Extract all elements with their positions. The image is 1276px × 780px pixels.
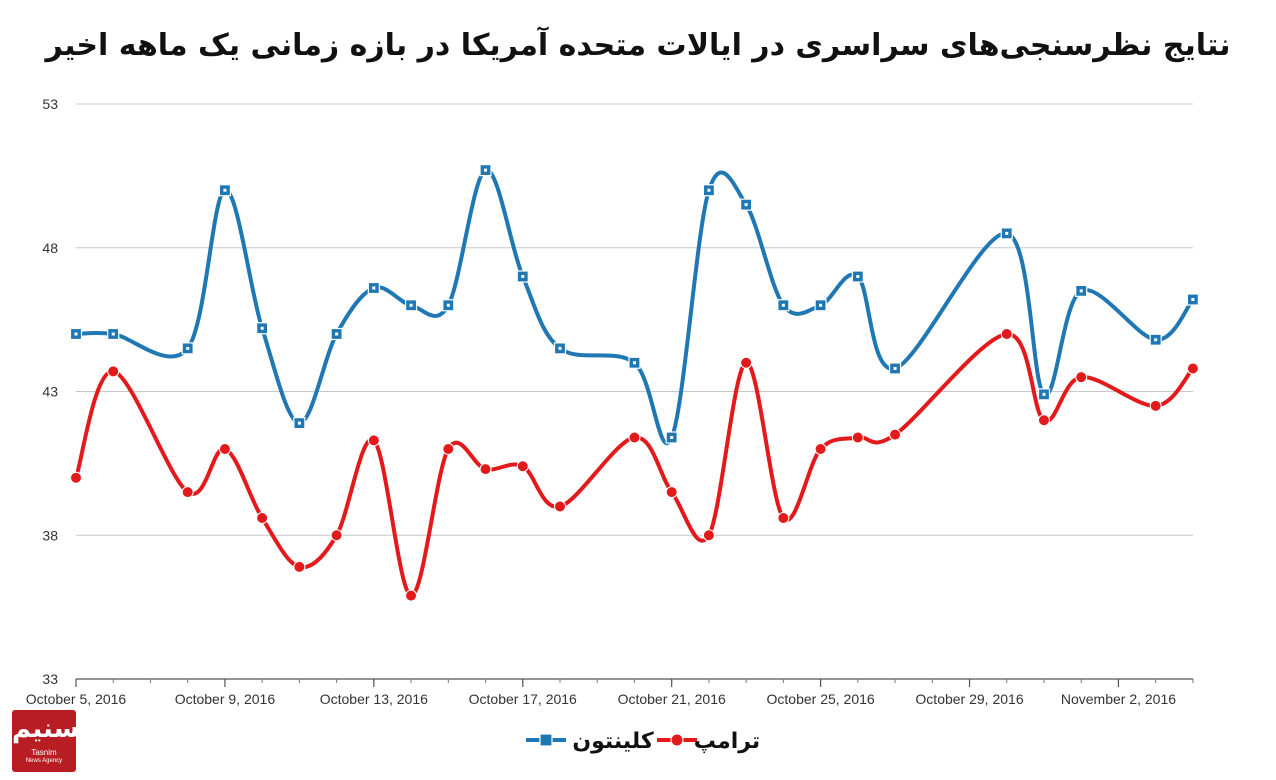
data-point-circle	[367, 434, 380, 447]
data-point-circle	[814, 443, 827, 455]
y-tick-label: 33	[42, 671, 58, 687]
data-point-center	[819, 303, 823, 307]
y-tick-label: 48	[42, 240, 58, 256]
logo-main-text: تسنیم	[12, 714, 76, 744]
logo-sub-text-2: News Agency	[25, 758, 63, 764]
data-point-circle	[181, 486, 194, 499]
data-point-center	[186, 346, 190, 350]
data-point-center	[781, 303, 785, 307]
series-line	[74, 168, 1195, 446]
x-tick-label: October 5, 2016	[26, 691, 127, 707]
data-point-circle	[553, 500, 566, 513]
data-point-center	[1079, 289, 1083, 293]
legend-label-trump: ترامپ	[694, 729, 760, 754]
x-tick-label: October 29, 2016	[915, 691, 1023, 707]
data-point-center	[223, 188, 227, 192]
data-point-circle	[1037, 414, 1050, 427]
data-point-center	[707, 188, 711, 192]
data-point-circle	[218, 443, 231, 455]
legend-label-clinton: کلینتون	[572, 729, 653, 754]
data-point-center	[558, 346, 562, 350]
data-point-center	[260, 326, 264, 330]
legend-swatch-marker	[670, 733, 684, 747]
data-point-circle	[107, 365, 120, 378]
data-point-circle	[330, 529, 343, 542]
data-point-center	[335, 332, 339, 336]
data-point-circle	[665, 486, 678, 499]
data-point-center	[1042, 392, 1046, 396]
tasnim-logo: تسنیم Tasnim News Agency	[12, 710, 76, 772]
data-point-circle	[1186, 362, 1199, 375]
x-tick-label: October 13, 2016	[320, 691, 428, 707]
data-point-circle	[1075, 371, 1088, 384]
data-point-center	[1005, 231, 1009, 235]
series-layer	[69, 164, 1200, 602]
data-point-circle	[740, 356, 753, 369]
data-point-circle	[293, 560, 306, 573]
data-point-center	[446, 303, 450, 307]
y-tick-label: 38	[42, 527, 58, 543]
series-1	[70, 328, 1199, 602]
legend-layer: کلینتون ترامپ	[526, 729, 760, 754]
data-point-circle	[777, 512, 790, 524]
data-point-center	[632, 361, 636, 365]
x-tick-label: October 9, 2016	[175, 691, 276, 707]
y-tick-label: 43	[42, 384, 58, 400]
data-point-circle	[1149, 399, 1162, 412]
data-point-center	[670, 436, 674, 439]
x-tick-label: October 25, 2016	[767, 691, 875, 707]
data-point-center	[409, 303, 413, 307]
logo-sub-text: Tasnim	[31, 748, 57, 757]
data-point-center	[111, 332, 115, 336]
chart-title: نتایج نظرسنجی‌های سراسری در ایالات متحده…	[45, 28, 1231, 63]
x-tick-label: October 17, 2016	[469, 691, 577, 707]
series-0	[69, 164, 1200, 446]
data-point-center	[1154, 338, 1158, 342]
data-point-circle	[405, 589, 418, 602]
series-line	[74, 332, 1195, 598]
grid-layer	[76, 103, 1193, 536]
x-tick-label: November 2, 2016	[1061, 691, 1176, 707]
data-point-center	[744, 203, 748, 207]
axis-layer: 33 38 43 48 53 October 5, 2016 October 9, 2016…	[26, 96, 1194, 707]
data-point-circle	[516, 460, 529, 473]
data-point-circle	[1000, 328, 1013, 340]
data-point-center	[521, 275, 525, 278]
data-point-circle	[889, 428, 902, 441]
data-point-circle	[70, 471, 82, 484]
data-point-center	[856, 275, 860, 278]
data-point-circle	[479, 463, 492, 476]
data-point-circle	[851, 431, 864, 444]
y-tick-label: 53	[42, 96, 58, 112]
data-point-center	[372, 286, 376, 290]
data-point-center	[893, 367, 897, 370]
data-point-center	[74, 332, 78, 336]
data-point-center	[297, 421, 301, 425]
data-point-circle	[702, 529, 715, 542]
data-point-circle	[256, 512, 269, 524]
data-point-circle	[442, 443, 455, 455]
legend-swatch-marker	[539, 733, 553, 747]
data-point-center	[1191, 298, 1195, 301]
x-tick-label: October 21, 2016	[618, 691, 726, 707]
data-point-center	[484, 168, 488, 172]
data-point-circle	[628, 431, 641, 444]
